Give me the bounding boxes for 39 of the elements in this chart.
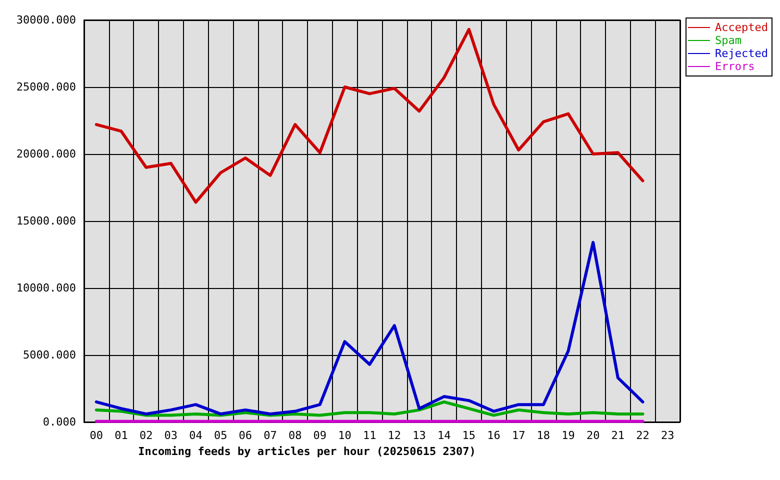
- x-tick-label: 12: [388, 429, 402, 442]
- x-tick-label: 16: [487, 429, 500, 442]
- x-tick-label: 07: [264, 429, 277, 442]
- x-tick-label: 14: [437, 429, 452, 442]
- x-tick-label: 13: [412, 429, 426, 442]
- line-series: [94, 240, 644, 416]
- x-tick-label: 19: [562, 429, 575, 442]
- x-tick-label: 00: [90, 429, 104, 442]
- x-tick-label: 01: [114, 429, 128, 442]
- x-tick-label: 17: [512, 429, 526, 442]
- y-tick-label: 30000.000: [16, 14, 76, 26]
- x-tick-label: 20: [586, 429, 600, 442]
- x-tick-label: 09: [313, 429, 327, 442]
- x-tick-label: 05: [214, 429, 228, 442]
- y-tick-label: 20000.000: [16, 148, 76, 160]
- x-tick-label: 11: [362, 429, 376, 442]
- x-tick-label: 08: [288, 429, 302, 442]
- y-tick-label: 15000.000: [16, 214, 76, 228]
- x-tick-label: 22: [636, 429, 650, 442]
- x-tick-label: 03: [164, 429, 178, 442]
- y-tick-label: 10000.000: [16, 282, 76, 294]
- legend-label: Spam: [715, 34, 742, 47]
- legend-label: Rejected: [715, 47, 768, 60]
- x-tick-label: 21: [611, 429, 625, 442]
- x-tick-label: 04: [189, 429, 203, 442]
- y-tick-label: 0.000: [42, 416, 76, 428]
- x-tick-label: 06: [238, 429, 252, 442]
- line-series: [94, 400, 644, 417]
- x-tick-label: 10: [338, 429, 352, 442]
- y-tick-label: 5000.000: [23, 348, 76, 362]
- x-tick-label: 23: [660, 429, 674, 442]
- x-axis-title: Incoming feeds by articles per hour (20250615 2307): [138, 445, 476, 458]
- x-tick-label: 18: [536, 429, 550, 442]
- x-tick-label: 15: [462, 429, 476, 442]
- legend-label: Errors: [715, 60, 755, 73]
- line-series: [94, 28, 644, 204]
- x-tick-label: 02: [139, 429, 153, 442]
- y-tick-label: 25000.000: [16, 80, 76, 94]
- legend-label: Accepted: [715, 21, 768, 34]
